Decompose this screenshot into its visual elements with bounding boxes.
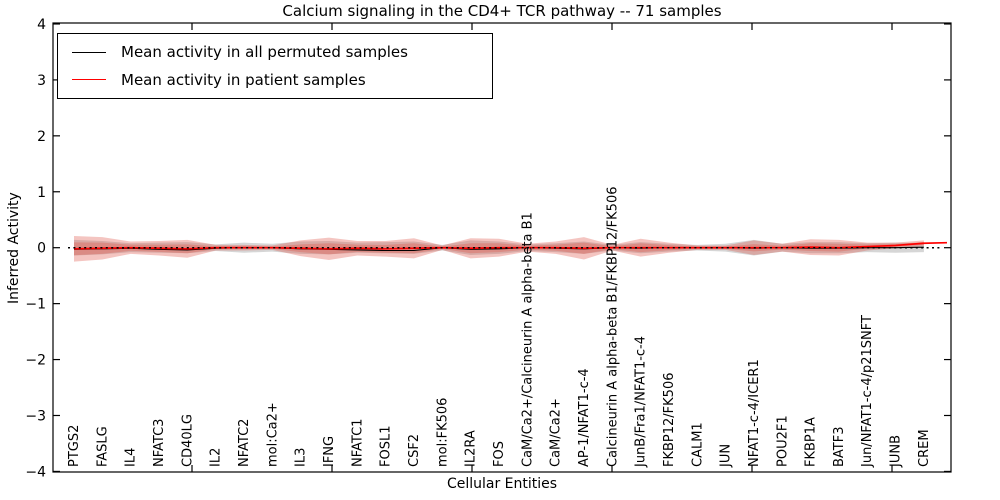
- x-entity-label: AP-1/NFAT1-c-4: [577, 368, 592, 467]
- legend-line-sample-permuted: [72, 51, 106, 53]
- x-entity-label: CALM1: [690, 422, 705, 467]
- x-entity-label: FOS: [492, 441, 507, 467]
- x-entity-label: mol:FK506: [435, 398, 450, 467]
- x-entity-label: FASLG: [95, 426, 110, 467]
- x-entity-label: PTGS2: [67, 425, 82, 467]
- x-entity-label: IL3: [294, 448, 309, 467]
- legend: Mean activity in all permuted samples Me…: [57, 33, 493, 99]
- legend-item-permuted: Mean activity in all permuted samples: [58, 43, 492, 61]
- legend-line-sample-patient: [72, 79, 106, 81]
- x-entity-label: CaM/Ca2+/Calcineurin A alpha-beta B1: [520, 212, 535, 467]
- x-entity-label: CD40LG: [180, 414, 195, 467]
- legend-item-patient: Mean activity in patient samples: [58, 71, 492, 89]
- y-tick-label: 2: [37, 129, 46, 145]
- y-tick-label: −2: [25, 353, 46, 369]
- y-tick-label: −1: [25, 297, 46, 313]
- x-entity-label: mol:Ca2+: [265, 402, 280, 467]
- x-entity-label: BATF3: [832, 427, 847, 468]
- legend-label-permuted: Mean activity in all permuted samples: [121, 43, 408, 62]
- y-tick-label: 1: [37, 185, 46, 201]
- y-tick-label: 4: [37, 17, 46, 33]
- x-entity-label: NFAT1-c-4/ICER1: [747, 359, 762, 467]
- x-entity-label: IL2: [209, 448, 224, 467]
- x-entity-label: FKBP12/FK506: [662, 373, 677, 468]
- x-entity-label: JunB/Fra1/NFAT1-c-4: [634, 336, 649, 468]
- y-tick-label: 3: [37, 73, 46, 89]
- x-entity-label: IL2RA: [464, 430, 479, 467]
- x-entity-label: CSF2: [407, 434, 422, 467]
- x-entity-label: NFATC1: [350, 419, 365, 467]
- x-entity-label: Jun/NFAT1-c-4/p21SNFT: [860, 315, 875, 468]
- x-entity-label: NFATC2: [237, 419, 252, 467]
- x-entity-label: CaM/Ca2+: [549, 398, 564, 467]
- legend-label-patient: Mean activity in patient samples: [121, 70, 366, 89]
- x-entity-label: Calcineurin A alpha-beta B1/FKBP12/FK506: [605, 187, 620, 467]
- y-axis-label: Inferred Activity: [6, 192, 22, 304]
- x-entity-label: FKBP1A: [804, 417, 819, 467]
- x-entity-label: IL4: [124, 448, 139, 467]
- x-entity-label: NFATC3: [152, 419, 167, 467]
- x-entity-label: IFNG: [322, 436, 337, 467]
- x-entity-label: POU2F1: [775, 415, 790, 467]
- y-tick-label: 0: [37, 241, 46, 257]
- x-entity-label: JUN: [719, 444, 734, 468]
- x-entity-label: FOSL1: [379, 426, 394, 467]
- y-tick-label: −4: [25, 464, 46, 480]
- x-entity-label: CREM: [917, 429, 932, 467]
- x-axis-label: Cellular Entities: [446, 476, 558, 492]
- x-entity-label: JUNB: [889, 435, 904, 468]
- y-tick-label: −3: [25, 408, 46, 424]
- chart-title: Calcium signaling in the CD4+ TCR pathwa…: [282, 2, 722, 20]
